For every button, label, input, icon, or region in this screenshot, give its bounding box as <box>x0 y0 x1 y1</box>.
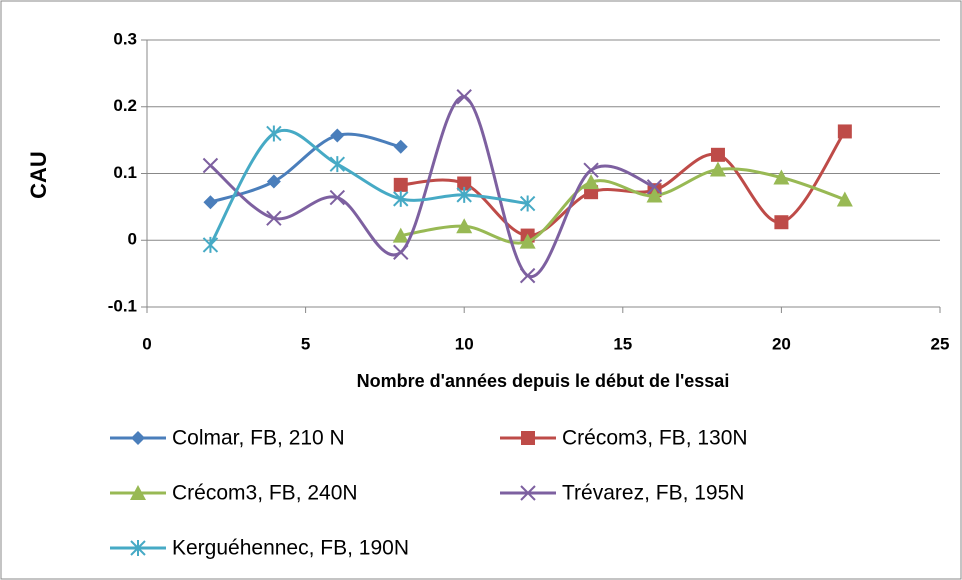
marker <box>646 187 663 203</box>
x-tick-label: 10 <box>455 334 474 353</box>
y-tick-label: 0.1 <box>113 163 137 182</box>
marker <box>456 218 473 234</box>
marker <box>519 233 536 249</box>
marker <box>393 177 408 192</box>
legend-label: Colmar, FB, 210 N <box>172 427 345 450</box>
marker <box>709 161 726 177</box>
legend-label: Crécom3, FB, 130N <box>562 427 748 450</box>
y-axis-title: CAU <box>26 151 51 199</box>
marker <box>203 195 218 210</box>
marker <box>837 124 852 139</box>
marker <box>329 189 346 206</box>
marker <box>392 227 409 243</box>
marker <box>393 139 408 154</box>
legend-marker <box>131 431 145 445</box>
marker <box>646 179 663 195</box>
marker <box>330 128 345 143</box>
marker <box>457 176 472 191</box>
legend-label: Kerguéhennec, FB, 190N <box>172 537 409 560</box>
marker <box>583 174 600 190</box>
x-tick-label: 20 <box>772 334 791 353</box>
marker <box>583 162 599 178</box>
marker <box>393 244 409 260</box>
legend-marker <box>521 431 535 445</box>
marker <box>456 186 472 203</box>
marker <box>266 210 282 226</box>
legend-label: Trévarez, FB, 195N <box>562 482 744 505</box>
marker <box>519 267 536 284</box>
y-tick-label: 0.2 <box>113 96 137 115</box>
legend-marker <box>130 485 146 500</box>
x-axis-title: Nombre d'années depuis le début de l'ess… <box>357 371 730 391</box>
x-tick-label: 5 <box>301 334 310 353</box>
y-tick-label: 0.3 <box>113 29 137 48</box>
marker <box>393 190 409 207</box>
marker <box>202 236 219 253</box>
marker <box>710 147 725 162</box>
marker <box>774 215 789 230</box>
legend-marker <box>520 485 536 501</box>
marker <box>329 156 346 173</box>
x-tick-label: 15 <box>613 334 632 353</box>
y-tick-label: 0 <box>128 230 137 249</box>
series-line <box>400 167 846 245</box>
x-tick-label: 25 <box>931 334 950 353</box>
legend-label: Crécom3, FB, 240N <box>172 482 358 505</box>
marker <box>773 169 790 185</box>
series-line <box>209 95 656 279</box>
x-tick-label: 0 <box>142 334 151 353</box>
y-tick-label: -0.1 <box>108 296 137 315</box>
legend-marker <box>130 540 146 556</box>
marker <box>456 89 472 105</box>
marker <box>836 191 853 207</box>
marker <box>266 125 282 142</box>
marker <box>519 195 536 212</box>
marker <box>202 157 219 174</box>
marker <box>266 174 281 189</box>
